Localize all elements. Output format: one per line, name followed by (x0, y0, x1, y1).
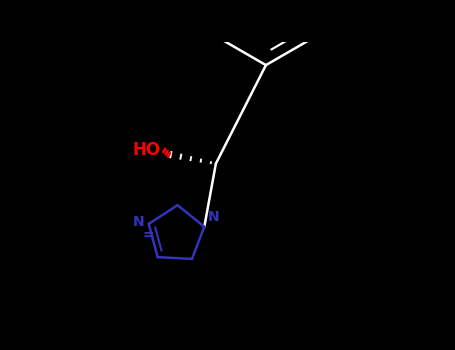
Text: =: = (142, 229, 154, 243)
Text: N: N (132, 215, 144, 229)
Text: N: N (207, 210, 219, 224)
Text: HO: HO (132, 141, 161, 159)
